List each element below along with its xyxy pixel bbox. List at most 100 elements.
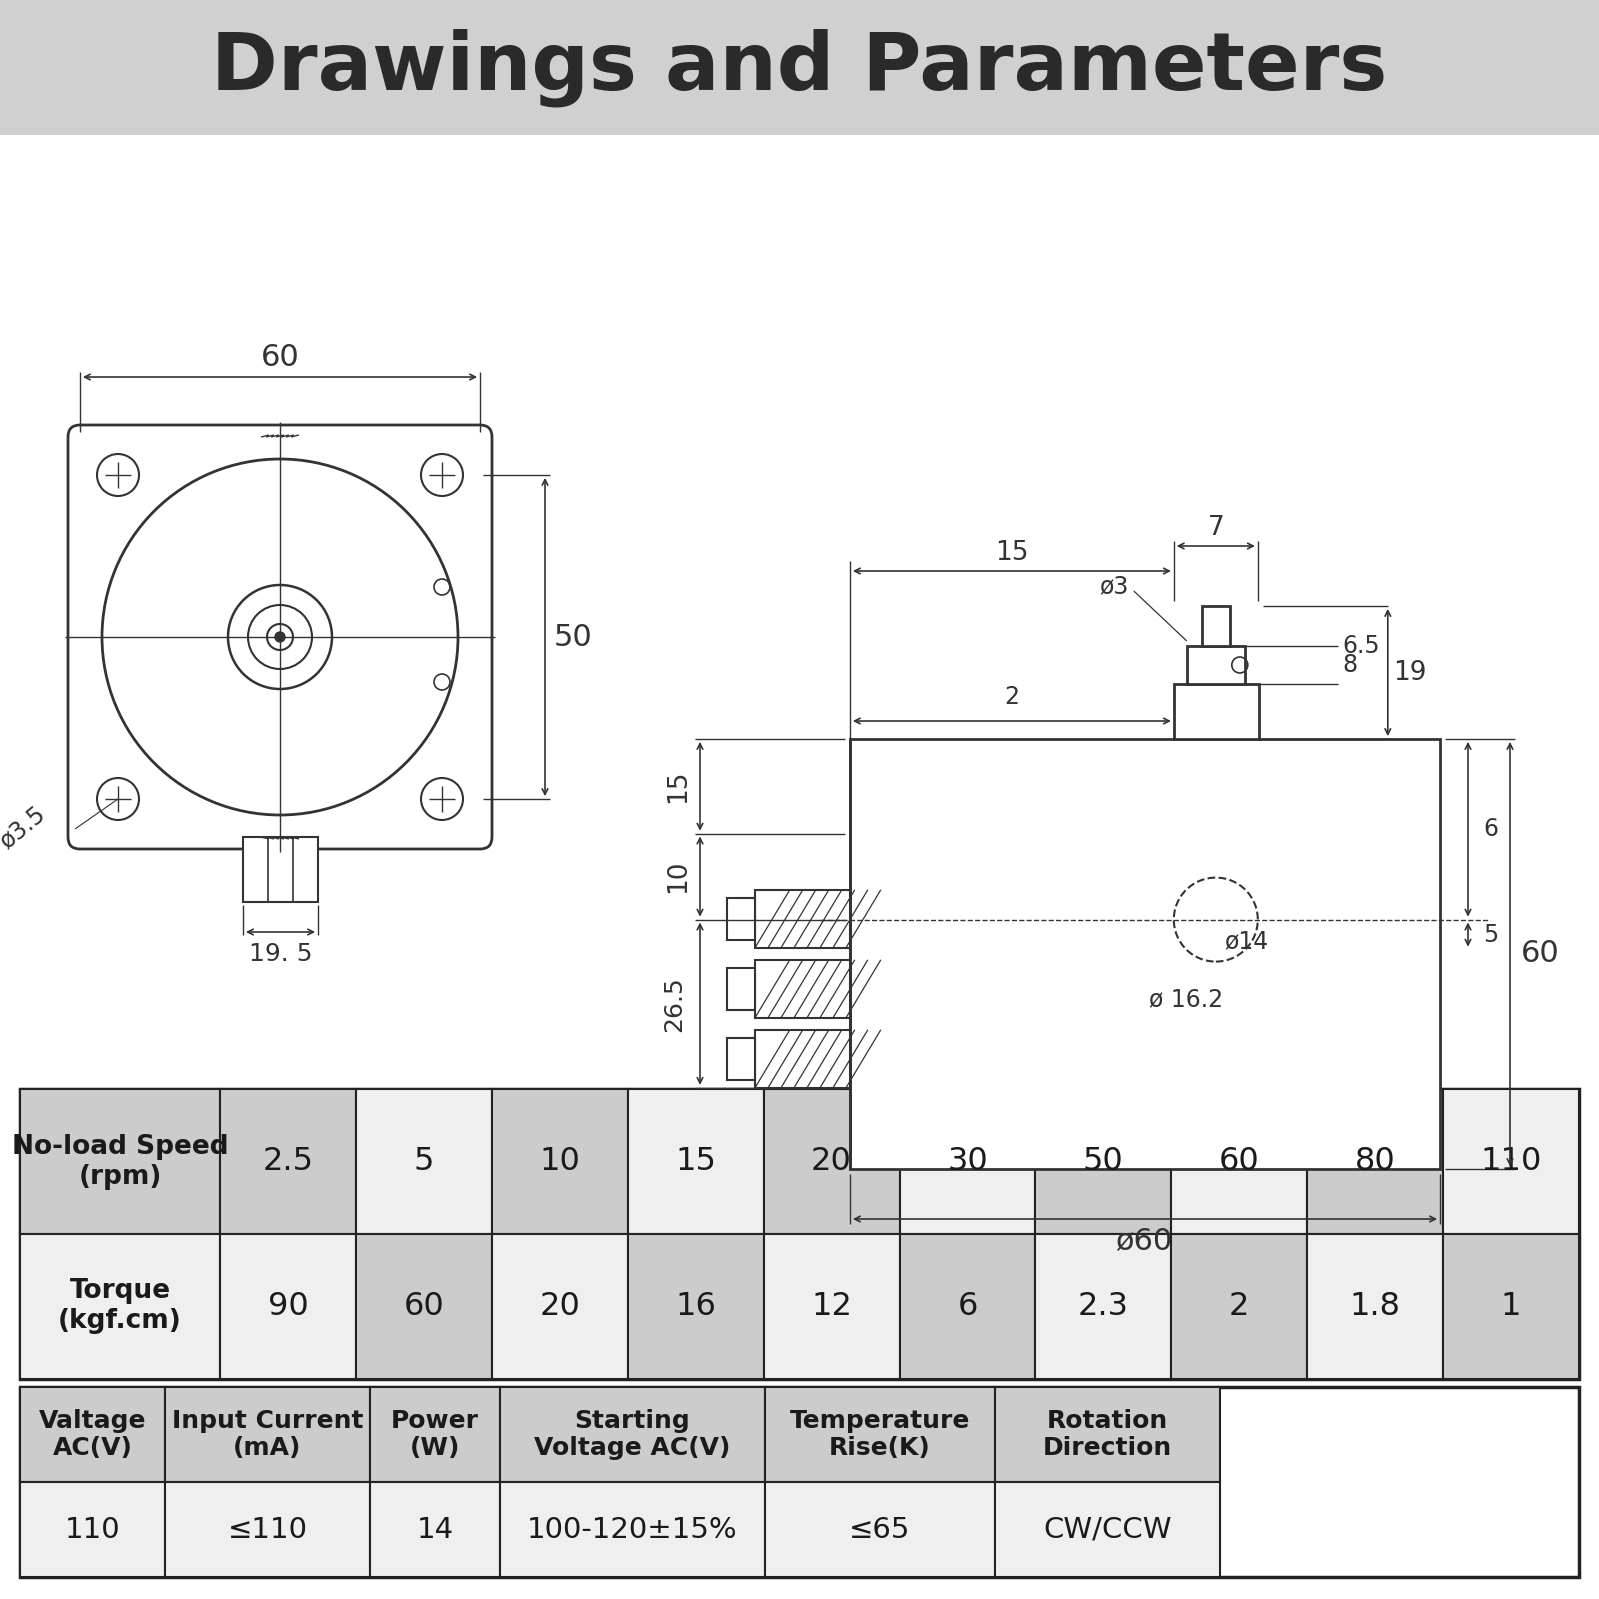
Bar — [728, 1038, 755, 1079]
Text: Power
(W): Power (W) — [392, 1409, 480, 1460]
Bar — [500, 1386, 764, 1482]
Text: ø14: ø14 — [1223, 929, 1268, 953]
Text: 20: 20 — [811, 1146, 852, 1177]
Text: 7: 7 — [1207, 515, 1225, 540]
Bar — [500, 1482, 764, 1577]
Text: Input Current
(mA): Input Current (mA) — [171, 1409, 363, 1460]
FancyBboxPatch shape — [69, 425, 492, 849]
Text: 2.5: 2.5 — [262, 1146, 313, 1177]
Text: 100-120±15%: 100-120±15% — [528, 1516, 737, 1543]
Bar — [21, 1089, 1578, 1378]
Bar — [1172, 1089, 1308, 1234]
Bar — [1444, 1234, 1578, 1378]
Text: 2: 2 — [1004, 684, 1020, 708]
Text: 110: 110 — [1481, 1146, 1541, 1177]
Text: 50: 50 — [1083, 1146, 1124, 1177]
Bar — [492, 1234, 628, 1378]
Text: ø3.5: ø3.5 — [0, 801, 50, 852]
Circle shape — [275, 632, 285, 643]
Text: No-load Speed
(rpm): No-load Speed (rpm) — [11, 1134, 229, 1190]
Text: 5: 5 — [414, 1146, 433, 1177]
Text: 6: 6 — [1482, 817, 1498, 841]
Text: Temperature
Rise(K): Temperature Rise(K) — [790, 1409, 971, 1460]
Text: 6: 6 — [958, 1290, 977, 1322]
Bar — [764, 1386, 995, 1482]
Bar — [755, 959, 851, 1019]
Text: 90: 90 — [267, 1290, 309, 1322]
Bar — [165, 1386, 369, 1482]
Bar — [357, 1089, 492, 1234]
Text: 26.5: 26.5 — [662, 975, 686, 1031]
Bar — [1308, 1089, 1444, 1234]
Text: 5: 5 — [1482, 923, 1498, 947]
Text: Drawings and Parameters: Drawings and Parameters — [211, 29, 1388, 107]
Bar — [21, 1386, 1578, 1577]
Bar — [221, 1234, 357, 1378]
Bar — [764, 1234, 900, 1378]
Text: 110: 110 — [64, 1516, 120, 1543]
Text: 15: 15 — [665, 769, 691, 803]
Text: 2: 2 — [1230, 1290, 1249, 1322]
Text: Torque
(kgf.cm): Torque (kgf.cm) — [58, 1279, 182, 1335]
Text: 15: 15 — [995, 540, 1028, 566]
Bar — [755, 1030, 851, 1087]
Text: 2.3: 2.3 — [1078, 1290, 1129, 1322]
Text: ø60: ø60 — [1116, 1226, 1174, 1255]
Text: Rotation
Direction: Rotation Direction — [1043, 1409, 1172, 1460]
Text: CW/CCW: CW/CCW — [1043, 1516, 1172, 1543]
Text: 1: 1 — [1501, 1290, 1521, 1322]
Bar — [995, 1386, 1220, 1482]
Bar — [357, 1234, 492, 1378]
Bar — [369, 1386, 500, 1482]
Bar — [243, 836, 318, 902]
Bar — [995, 1482, 1220, 1577]
Bar — [1186, 646, 1244, 684]
Bar — [492, 1089, 628, 1234]
Text: 60: 60 — [1218, 1146, 1260, 1177]
Text: 19. 5: 19. 5 — [249, 942, 312, 966]
Text: 8: 8 — [1343, 652, 1358, 676]
Bar — [900, 1089, 1036, 1234]
Bar — [1036, 1234, 1172, 1378]
Bar — [628, 1234, 764, 1378]
Bar — [369, 1482, 500, 1577]
Bar — [764, 1089, 900, 1234]
Bar — [728, 967, 755, 1011]
Text: 15: 15 — [675, 1146, 716, 1177]
Bar — [728, 897, 755, 940]
Bar — [0, 0, 1599, 134]
Text: 10: 10 — [539, 1146, 580, 1177]
Text: 16: 16 — [675, 1290, 716, 1322]
Bar — [628, 1089, 764, 1234]
Text: Starting
Voltage AC(V): Starting Voltage AC(V) — [534, 1409, 731, 1460]
Bar — [221, 1089, 357, 1234]
Text: 19: 19 — [1393, 659, 1426, 686]
Bar — [1174, 684, 1258, 739]
Text: 14: 14 — [416, 1516, 454, 1543]
Text: 12: 12 — [811, 1290, 852, 1322]
Bar — [21, 1386, 165, 1482]
Text: 60: 60 — [261, 342, 299, 371]
Text: ø3: ø3 — [1100, 574, 1129, 598]
Text: 50: 50 — [553, 622, 592, 651]
Bar — [21, 1234, 221, 1378]
Text: 30: 30 — [947, 1146, 988, 1177]
Text: 80: 80 — [1354, 1146, 1396, 1177]
Text: 60: 60 — [403, 1290, 445, 1322]
Bar — [165, 1482, 369, 1577]
Text: ≤65: ≤65 — [849, 1516, 911, 1543]
Text: 1.8: 1.8 — [1350, 1290, 1401, 1322]
Text: 20: 20 — [539, 1290, 580, 1322]
Text: 6.5: 6.5 — [1343, 633, 1380, 659]
Text: 60: 60 — [1521, 940, 1559, 969]
Bar — [1172, 1234, 1308, 1378]
Bar — [1444, 1089, 1578, 1234]
Bar — [764, 1482, 995, 1577]
Bar — [1308, 1234, 1444, 1378]
Bar — [755, 889, 851, 948]
Text: ø 16.2: ø 16.2 — [1148, 988, 1223, 1012]
Text: 10: 10 — [665, 860, 691, 894]
Bar — [21, 1482, 165, 1577]
Bar — [900, 1234, 1036, 1378]
Bar — [1036, 1089, 1172, 1234]
